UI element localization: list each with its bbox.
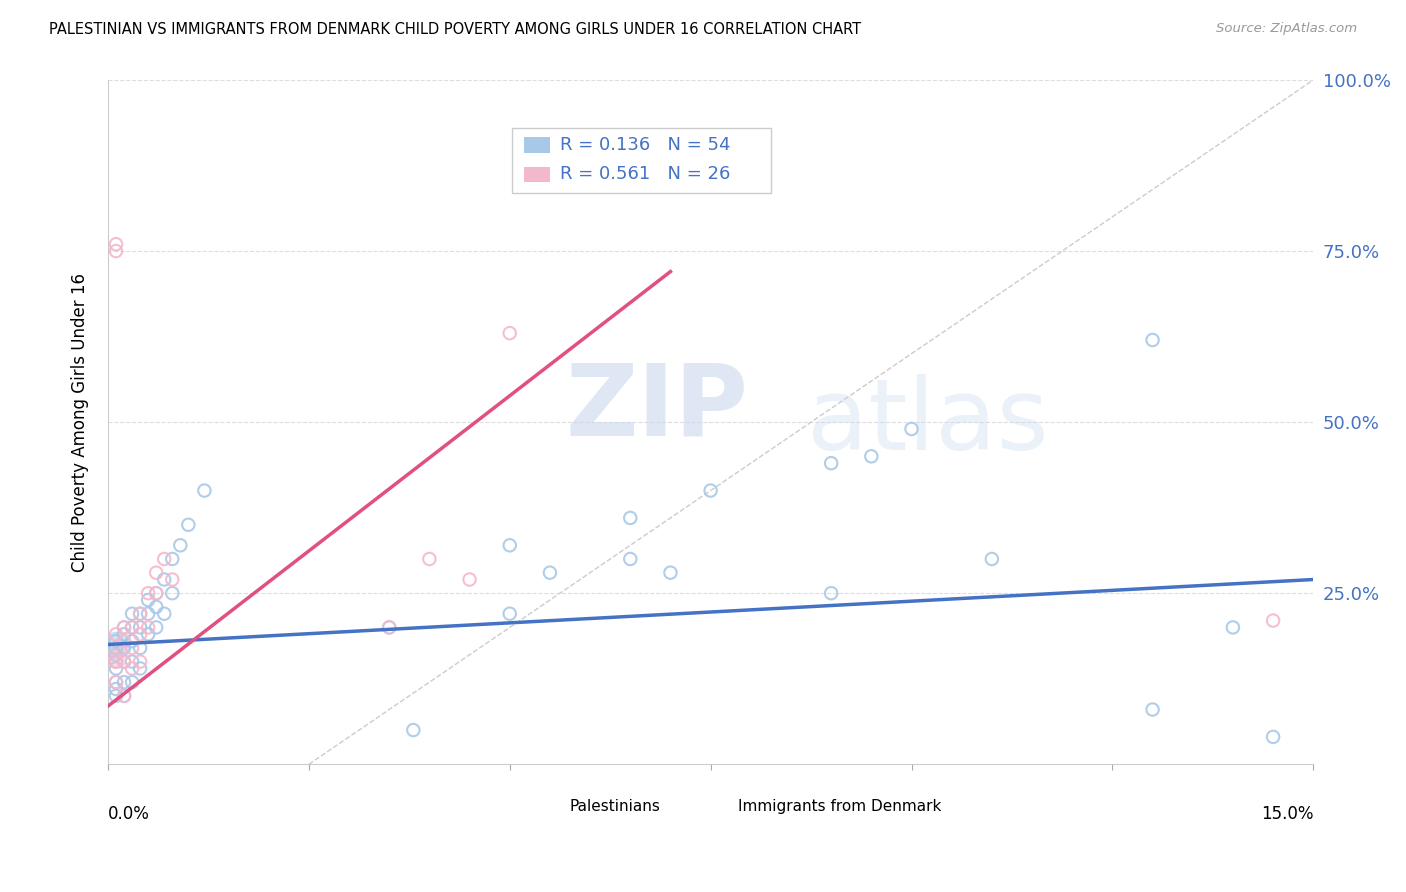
Point <box>153 552 176 566</box>
Point <box>112 689 135 703</box>
Point <box>129 607 152 621</box>
Point <box>153 607 176 621</box>
Point <box>121 620 143 634</box>
Bar <box>704 799 731 814</box>
Point <box>1261 614 1284 628</box>
Point <box>145 620 167 634</box>
Point <box>121 655 143 669</box>
Point <box>121 640 143 655</box>
Point <box>129 661 152 675</box>
Point <box>105 655 128 669</box>
Point <box>136 593 159 607</box>
Point <box>105 237 128 252</box>
Point <box>499 538 522 552</box>
Point <box>177 517 200 532</box>
Text: Palestinians: Palestinians <box>569 799 661 814</box>
Point <box>121 607 143 621</box>
Point <box>499 607 522 621</box>
Point <box>699 483 721 498</box>
Point <box>169 538 191 552</box>
Text: Immigrants from Denmark: Immigrants from Denmark <box>738 799 942 814</box>
FancyBboxPatch shape <box>512 128 770 193</box>
Point <box>105 244 128 258</box>
Point <box>162 573 184 587</box>
Point <box>112 655 135 669</box>
Point <box>112 689 135 703</box>
Point <box>136 607 159 621</box>
Point <box>145 566 167 580</box>
Point <box>860 450 883 464</box>
Point <box>121 634 143 648</box>
Point <box>538 566 561 580</box>
Bar <box>524 137 550 153</box>
Text: Source: ZipAtlas.com: Source: ZipAtlas.com <box>1216 22 1357 36</box>
Text: atlas: atlas <box>807 374 1049 471</box>
Point <box>499 326 522 341</box>
Point <box>121 661 143 675</box>
Point <box>129 655 152 669</box>
Point <box>378 620 401 634</box>
Point <box>418 552 440 566</box>
Point <box>619 552 641 566</box>
Point <box>112 655 135 669</box>
Point <box>105 634 128 648</box>
Text: 0.0%: 0.0% <box>108 805 150 823</box>
Point <box>820 456 842 470</box>
Point <box>1222 620 1244 634</box>
Y-axis label: Child Poverty Among Girls Under 16: Child Poverty Among Girls Under 16 <box>72 273 89 572</box>
Point <box>458 573 481 587</box>
Point <box>378 620 401 634</box>
Text: R = 0.136   N = 54: R = 0.136 N = 54 <box>560 136 731 154</box>
Text: R = 0.561   N = 26: R = 0.561 N = 26 <box>560 165 730 184</box>
Point <box>820 586 842 600</box>
Point <box>105 638 128 652</box>
Point <box>980 552 1002 566</box>
Text: ZIP: ZIP <box>567 360 749 457</box>
Point <box>112 634 135 648</box>
Point <box>105 640 128 655</box>
Point <box>1142 702 1164 716</box>
Point <box>105 689 128 703</box>
Point <box>145 599 167 614</box>
Point <box>112 620 135 634</box>
Point <box>129 620 152 634</box>
Point <box>619 511 641 525</box>
Text: PALESTINIAN VS IMMIGRANTS FROM DENMARK CHILD POVERTY AMONG GIRLS UNDER 16 CORREL: PALESTINIAN VS IMMIGRANTS FROM DENMARK C… <box>49 22 862 37</box>
Point <box>153 573 176 587</box>
Point <box>105 651 128 665</box>
Point <box>162 586 184 600</box>
Point <box>105 661 128 675</box>
Point <box>105 655 128 669</box>
Point <box>145 586 167 600</box>
Bar <box>536 799 562 814</box>
Point <box>136 627 159 641</box>
Point <box>402 723 425 737</box>
Point <box>112 675 135 690</box>
Bar <box>524 167 550 182</box>
Point <box>121 675 143 690</box>
Point <box>129 607 152 621</box>
Point <box>659 566 682 580</box>
Point <box>136 586 159 600</box>
Point <box>105 675 128 690</box>
Point <box>145 586 167 600</box>
Point <box>136 620 159 634</box>
Point <box>121 620 143 634</box>
Point <box>105 681 128 696</box>
Text: 15.0%: 15.0% <box>1261 805 1313 823</box>
Point <box>129 627 152 641</box>
Point <box>900 422 922 436</box>
Point <box>105 648 128 662</box>
Point <box>105 627 128 641</box>
Point <box>1142 333 1164 347</box>
Point <box>112 627 135 641</box>
Point <box>193 483 215 498</box>
Point <box>162 552 184 566</box>
Point <box>112 620 135 634</box>
Point <box>129 640 152 655</box>
Point <box>112 640 135 655</box>
Point <box>1261 730 1284 744</box>
Point <box>105 675 128 690</box>
